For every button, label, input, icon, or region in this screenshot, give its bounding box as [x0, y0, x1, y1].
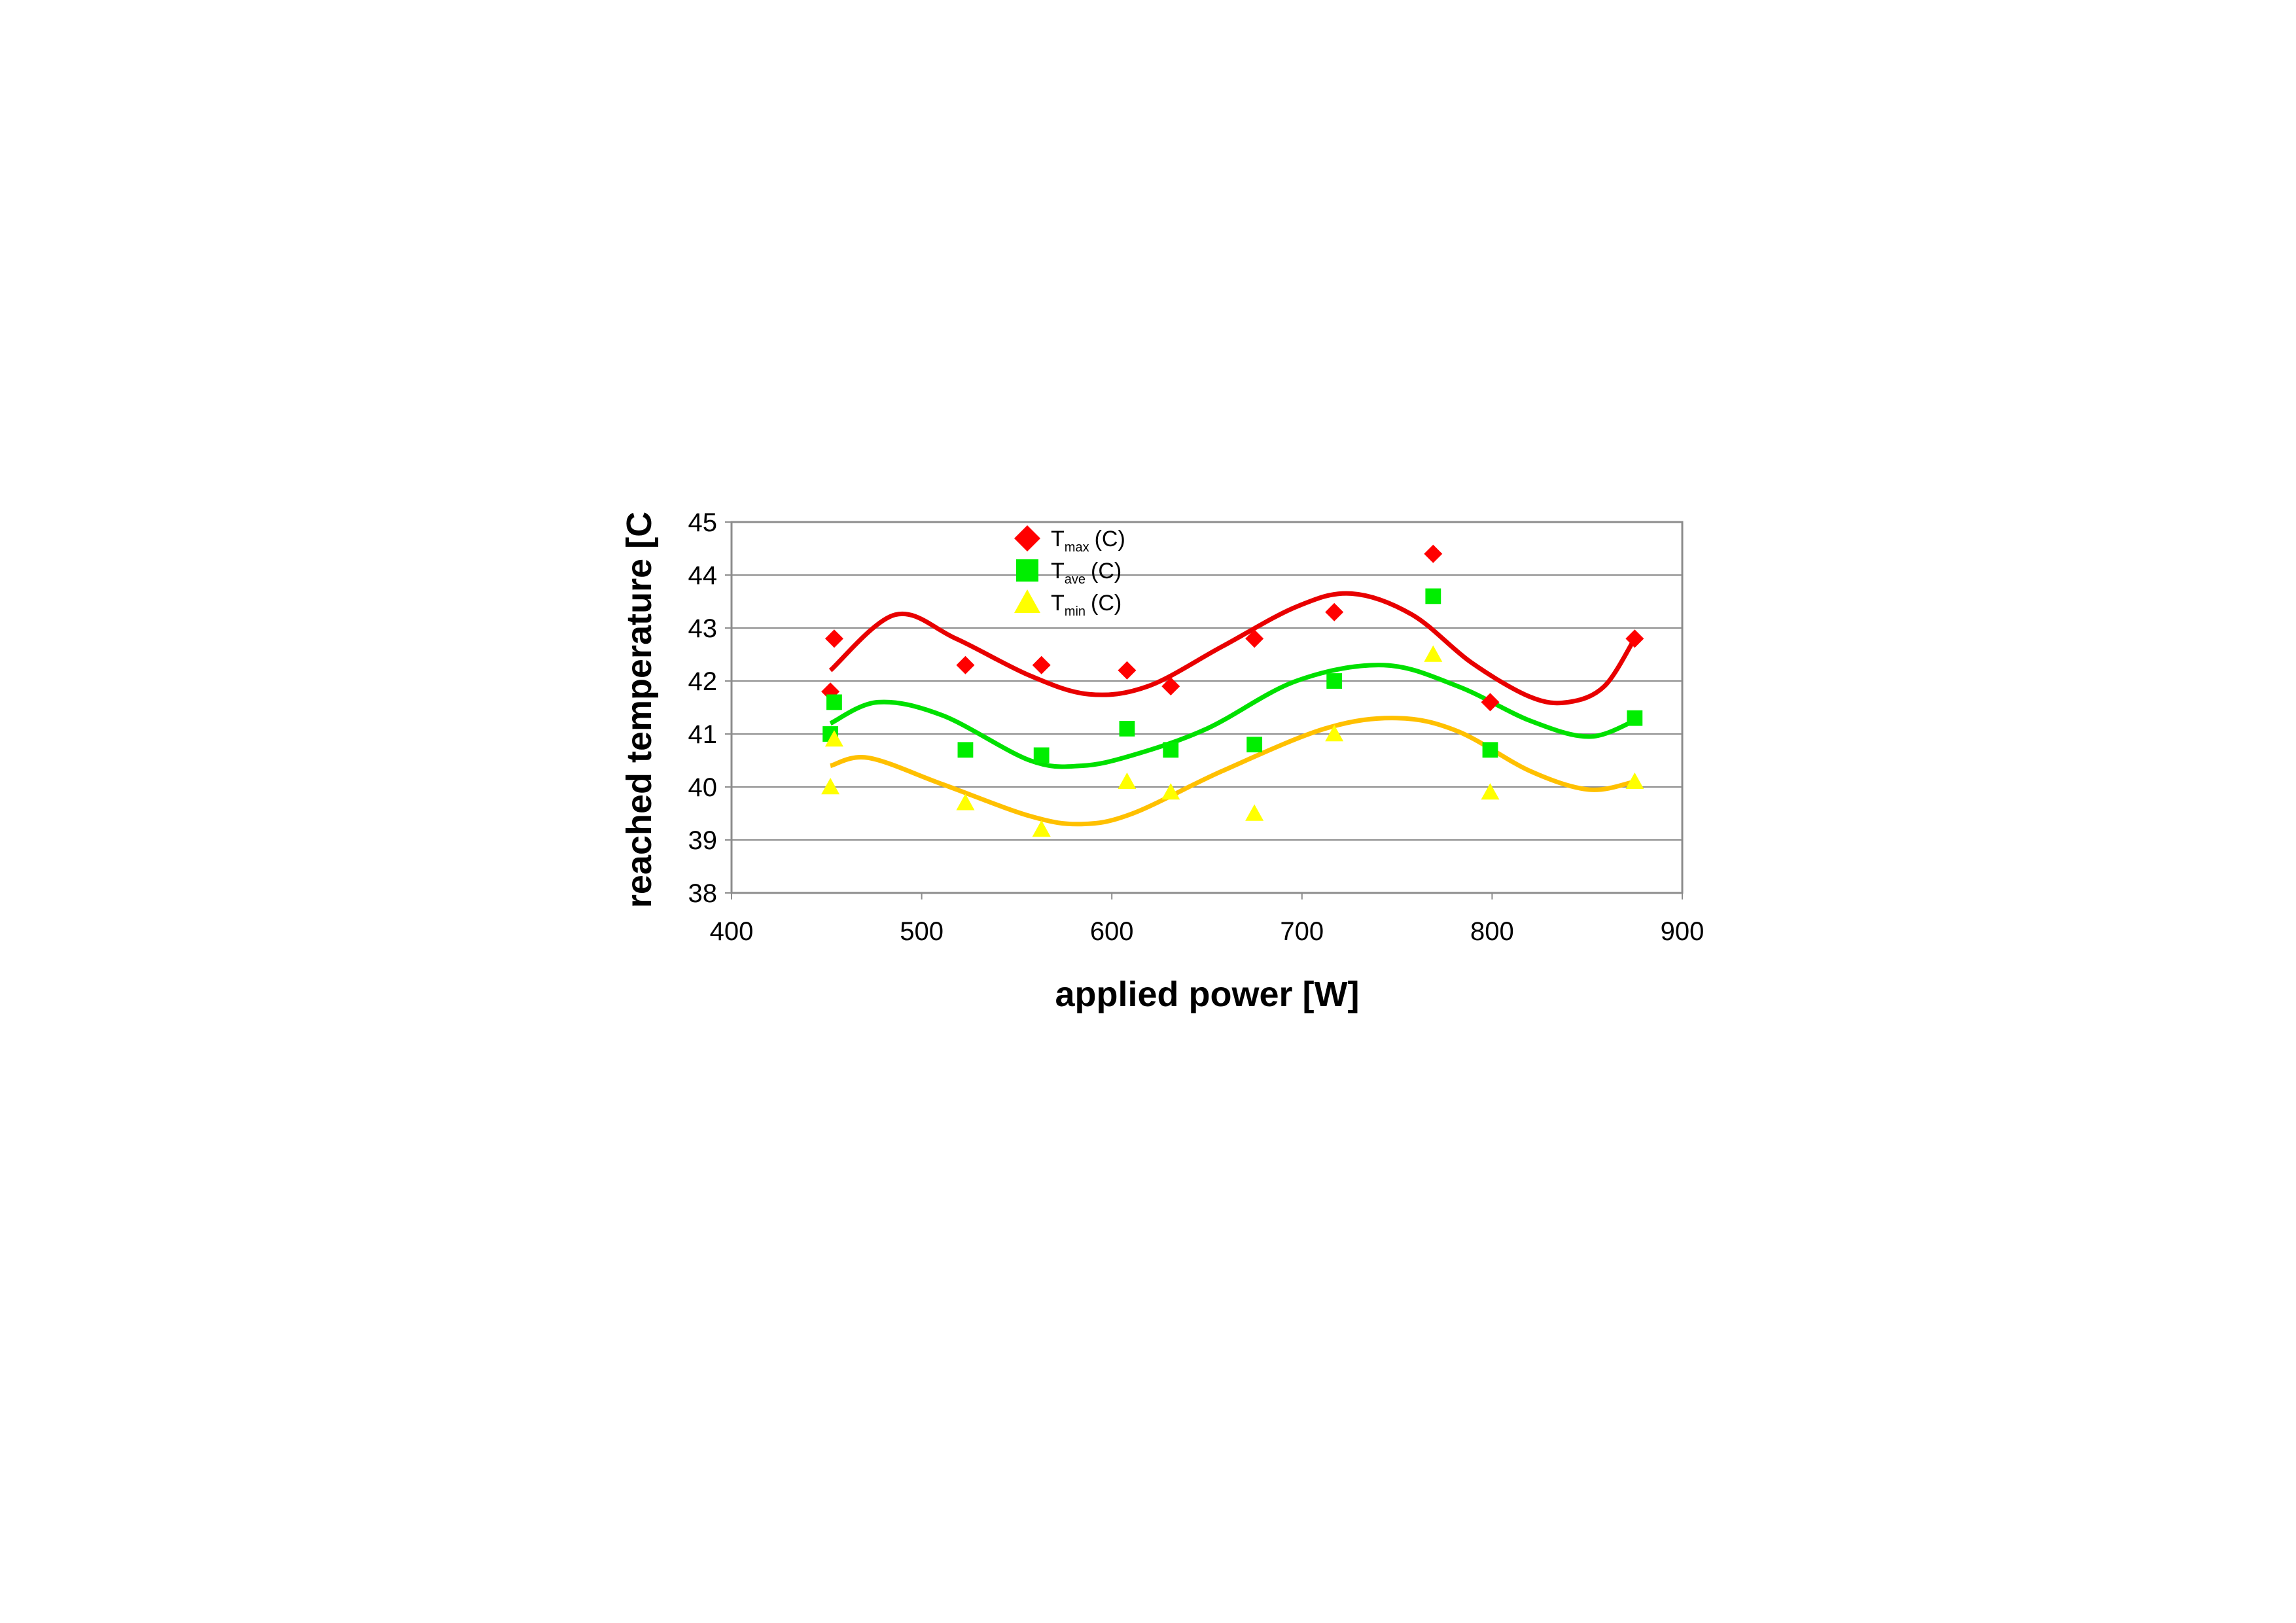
- marker: [824, 629, 843, 648]
- marker: [957, 742, 974, 758]
- x-tick-label: 500: [900, 917, 944, 946]
- y-tick-label: 44: [688, 561, 718, 590]
- marker: [1032, 820, 1051, 837]
- legend-marker: [1014, 589, 1040, 613]
- marker: [1118, 772, 1137, 790]
- marker: [1325, 602, 1344, 621]
- marker: [956, 655, 975, 674]
- x-tick-label: 700: [1280, 917, 1324, 946]
- y-axis-title: reached temperature [C: [620, 512, 659, 908]
- legend-label: Tave (C): [1051, 559, 1122, 587]
- legend-subscript: ave: [1065, 572, 1086, 587]
- legend-label: Tmax (C): [1051, 527, 1125, 555]
- marker: [1245, 629, 1264, 648]
- y-tick-label: 45: [688, 508, 718, 537]
- x-tick-label: 400: [710, 917, 754, 946]
- marker: [1118, 661, 1137, 680]
- x-tick-label: 800: [1470, 917, 1514, 946]
- trend-line: [830, 716, 1636, 827]
- marker: [1627, 710, 1643, 726]
- marker: [1032, 655, 1051, 674]
- legend-suffix: (C): [1091, 559, 1122, 584]
- trend-line: [829, 663, 1636, 769]
- y-tick-label: 38: [688, 879, 718, 908]
- legend-name: T: [1051, 591, 1065, 616]
- marker: [1033, 747, 1050, 763]
- y-tick-label: 39: [688, 826, 718, 855]
- legend-suffix: (C): [1095, 527, 1125, 551]
- marker: [1424, 544, 1443, 563]
- x-tick-label: 600: [1090, 917, 1134, 946]
- legend-subscript: max: [1065, 540, 1089, 555]
- marker: [1425, 588, 1441, 604]
- legend-marker: [1016, 559, 1038, 582]
- marker: [1326, 673, 1343, 689]
- marker: [826, 694, 842, 710]
- y-tick-label: 42: [688, 667, 718, 696]
- marker: [1625, 772, 1644, 790]
- legend-marker: [1014, 525, 1040, 551]
- y-tick-label: 43: [688, 614, 718, 643]
- marker: [1161, 783, 1180, 800]
- marker: [956, 794, 975, 811]
- marker: [1482, 742, 1498, 758]
- marker: [1245, 804, 1264, 821]
- marker: [1481, 693, 1500, 712]
- marker: [821, 778, 840, 795]
- y-tick-label: 40: [688, 773, 718, 802]
- marker: [1246, 737, 1263, 753]
- legend-name: T: [1051, 527, 1065, 551]
- legend-label: Tmin (C): [1051, 591, 1122, 619]
- legend-name: T: [1051, 559, 1065, 584]
- marker: [1481, 783, 1500, 800]
- y-tick-label: 41: [688, 720, 718, 749]
- legend-subscript: min: [1065, 604, 1086, 619]
- marker: [1119, 721, 1135, 737]
- marker: [1625, 629, 1644, 648]
- plot-border: [730, 521, 1684, 894]
- trend-line: [828, 591, 1637, 706]
- legend-suffix: (C): [1091, 591, 1122, 616]
- marker: [1161, 677, 1180, 696]
- marker: [1163, 742, 1179, 758]
- marker: [824, 730, 843, 747]
- marker: [1325, 725, 1344, 742]
- marker: [1424, 645, 1443, 662]
- x-axis-title: applied power [W]: [1055, 975, 1360, 1014]
- x-tick-label: 900: [1661, 917, 1704, 946]
